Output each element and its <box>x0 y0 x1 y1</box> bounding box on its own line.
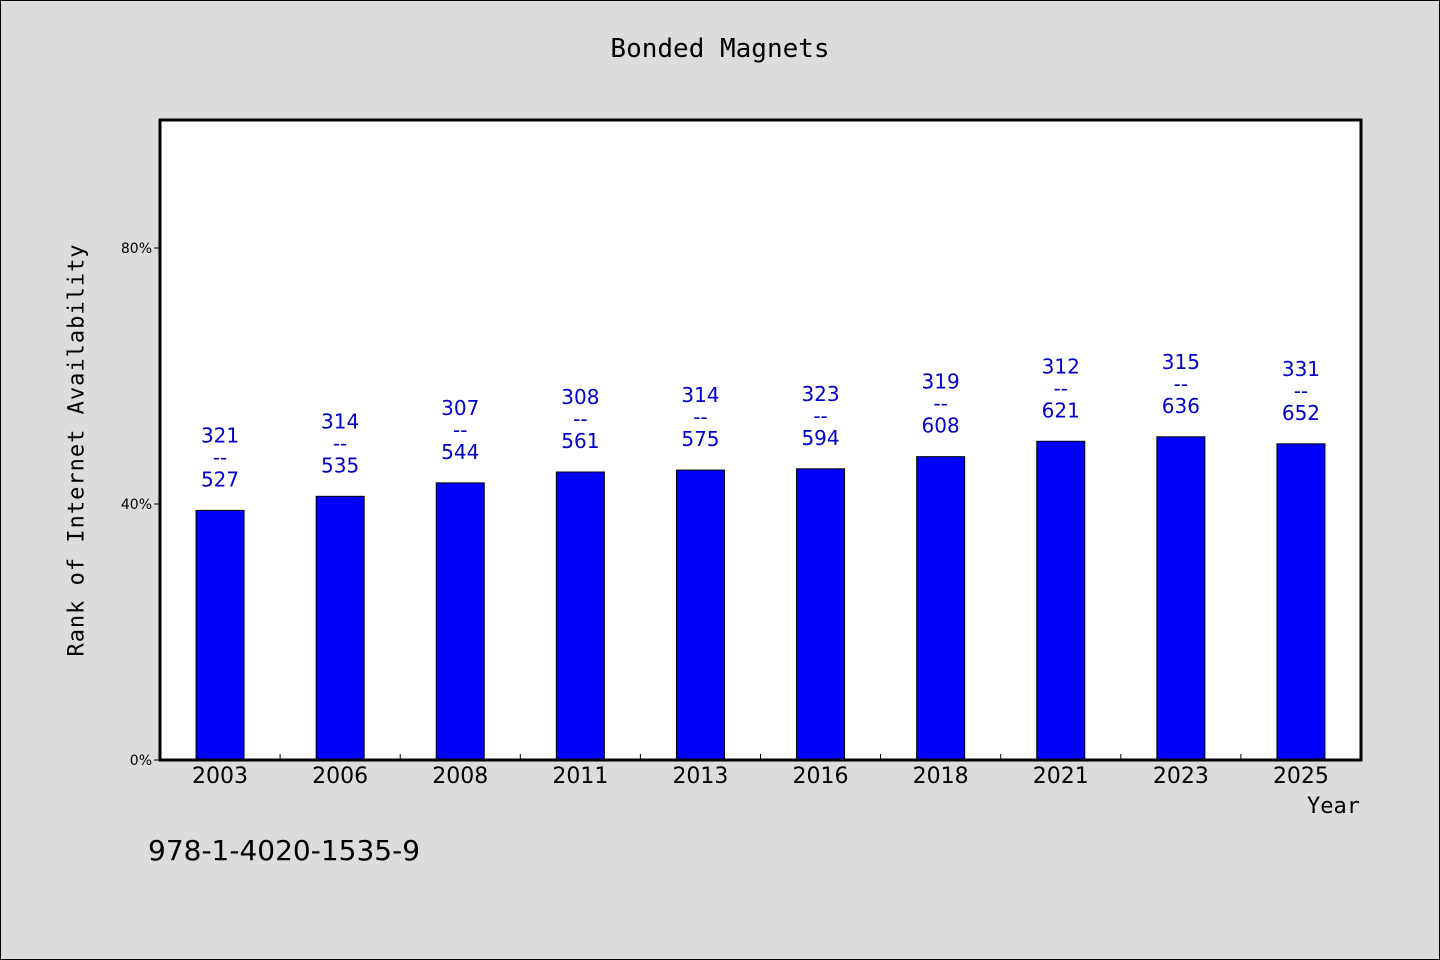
data-label-separator: -- <box>453 418 467 442</box>
x-tick-label: 2016 <box>793 764 849 789</box>
data-label-bottom: 652 <box>1282 401 1320 425</box>
y-tick-label: 80% <box>121 241 152 257</box>
x-tick-label: 2003 <box>192 764 248 789</box>
chart-title: Bonded Magnets <box>610 34 830 64</box>
data-label-separator: -- <box>693 405 707 429</box>
x-tick-label: 2013 <box>672 764 728 789</box>
bar <box>1276 443 1326 761</box>
bar <box>1036 440 1086 761</box>
data-label-top: 323 <box>801 382 839 406</box>
bar <box>555 471 605 761</box>
y-tick-label: 0% <box>130 753 152 769</box>
data-label-bottom: 527 <box>201 467 239 491</box>
data-label-separator: -- <box>213 445 227 469</box>
data-label-separator: -- <box>1174 372 1188 396</box>
data-label-separator: -- <box>1294 379 1308 403</box>
bar <box>195 509 245 761</box>
x-tick-label: 2023 <box>1153 764 1209 789</box>
data-label-separator: -- <box>333 431 347 455</box>
data-label-bottom: 636 <box>1162 394 1200 418</box>
bar <box>315 495 365 761</box>
data-label-bottom: 535 <box>321 453 359 477</box>
data-label-top: 331 <box>1282 357 1320 381</box>
data-label-top: 319 <box>922 370 960 394</box>
isbn-footnote: 978-1-4020-1535-9 <box>148 834 421 867</box>
data-label-top: 315 <box>1162 350 1200 374</box>
x-tick-label: 2006 <box>312 764 368 789</box>
data-label-top: 308 <box>561 385 599 409</box>
data-label-top: 312 <box>1042 354 1080 378</box>
data-label-bottom: 561 <box>561 429 599 453</box>
x-tick-label: 2025 <box>1273 764 1329 789</box>
bar <box>916 456 966 761</box>
data-label-bottom: 594 <box>801 426 839 450</box>
data-label-bottom: 621 <box>1042 398 1080 422</box>
x-axis-label: Year <box>1307 794 1360 819</box>
plot-border <box>158 118 1363 762</box>
x-tick-label: 2011 <box>552 764 608 789</box>
bar <box>435 482 485 761</box>
data-label-bottom: 575 <box>681 427 719 451</box>
x-tick-label: 2021 <box>1033 764 1089 789</box>
data-label-top: 314 <box>681 383 719 407</box>
x-tick-label: 2018 <box>913 764 969 789</box>
data-label-separator: -- <box>573 407 587 431</box>
data-label-bottom: 608 <box>922 414 960 438</box>
data-label-separator: -- <box>1054 376 1068 400</box>
data-label-top: 321 <box>201 423 239 447</box>
y-tick-label: 40% <box>121 497 152 513</box>
bar <box>796 468 846 761</box>
bar <box>1156 436 1206 761</box>
data-label-bottom: 544 <box>441 440 479 464</box>
data-label-separator: -- <box>813 404 827 428</box>
data-label-separator: -- <box>933 392 947 416</box>
x-tick-label: 2008 <box>432 764 488 789</box>
bar <box>675 469 725 761</box>
data-label-top: 314 <box>321 409 359 433</box>
data-label-top: 307 <box>441 396 479 420</box>
